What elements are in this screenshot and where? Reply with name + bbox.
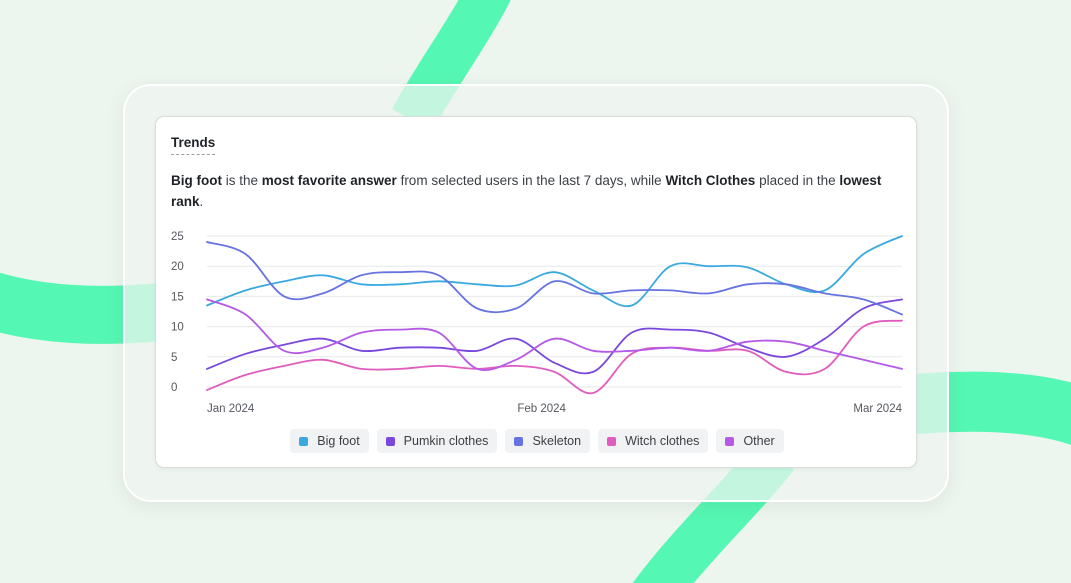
y-tick-label: 20	[171, 261, 184, 273]
trend-summary: Big foot is the most favorite answer fro…	[171, 170, 901, 212]
summary-text-4: .	[199, 194, 204, 209]
legend-swatch	[514, 436, 524, 446]
legend-swatch	[385, 436, 395, 446]
series-line-witch-clothes	[206, 319, 903, 395]
y-tick-label: 25	[171, 231, 184, 243]
y-tick-label: 10	[171, 322, 184, 334]
series-line-other	[206, 298, 903, 371]
y-tick-label: 0	[171, 382, 177, 394]
legend-item-other[interactable]: Other	[716, 429, 784, 453]
summary-text-3: placed in the	[755, 173, 840, 188]
summary-highlight-1: most favorite answer	[261, 173, 397, 188]
y-tick-label: 5	[171, 352, 177, 364]
trends-card: Trends Big foot is the most favorite ans…	[155, 116, 917, 468]
trends-line-chart: 0 5 10 15 20 25 Jan 2024 Feb 2024 Mar 2024	[171, 231, 903, 415]
x-tick-label: Jan 2024	[207, 403, 255, 415]
series-line-big-foot	[206, 235, 903, 308]
legend-item-pumkin-clothes[interactable]: Pumkin clothes	[376, 429, 498, 453]
legend-label: Big foot	[317, 434, 360, 448]
chart-legend: Big foot Pumkin clothes Skeleton Witch clot…	[156, 429, 918, 453]
legend-label: Pumkin clothes	[403, 434, 489, 448]
legend-label: Witch clothes	[625, 434, 700, 448]
series-line-pumkin-clothes	[206, 298, 903, 375]
summary-highlight-3: lowest rank	[171, 173, 882, 209]
summary-highlight-2: Witch Clothes	[665, 173, 756, 188]
series-line-skeleton	[206, 241, 903, 316]
y-tick-label: 15	[171, 291, 184, 303]
x-tick-label: Feb 2024	[517, 403, 566, 415]
summary-text-2: from selected users in the last 7 days, …	[396, 173, 666, 188]
legend-label: Other	[743, 434, 775, 448]
legend-swatch	[725, 436, 735, 446]
legend-swatch	[299, 436, 309, 446]
legend-label: Skeleton	[532, 434, 582, 448]
legend-swatch	[607, 436, 617, 446]
legend-item-witch-clothes[interactable]: Witch clothes	[598, 429, 709, 453]
summary-text-1: is the	[221, 173, 262, 188]
x-tick-label: Mar 2024	[853, 403, 902, 415]
card-title: Trends	[171, 135, 216, 155]
legend-item-big-foot[interactable]: Big foot	[290, 429, 369, 453]
summary-subject: Big foot	[171, 173, 222, 188]
legend-item-skeleton[interactable]: Skeleton	[505, 429, 591, 453]
